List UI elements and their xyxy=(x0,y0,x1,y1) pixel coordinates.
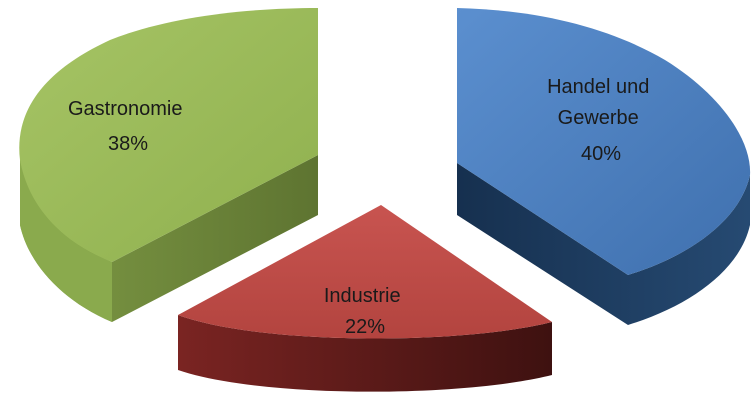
pie-slice-industrie: Industrie 22% xyxy=(178,205,552,392)
slice-value-label: 22% xyxy=(345,316,385,338)
slice-side-blue xyxy=(457,163,750,325)
slice-side-green-front xyxy=(20,160,112,322)
pie-slice-handel-und-gewerbe: Handel und Gewerbe 40% xyxy=(457,8,751,325)
slice-side-red xyxy=(178,315,552,392)
slice-label-line: Gastronomie xyxy=(68,98,183,120)
svg-text:Industrie 22%: Industrie 22% xyxy=(324,285,406,338)
slice-value-label: 38% xyxy=(108,133,148,155)
svg-text:Handel und Gewerbe: Handel und Gewerbe 40% xyxy=(547,76,655,165)
slice-top-green xyxy=(19,8,318,262)
slice-label-line: Handel und xyxy=(547,76,649,98)
svg-text:Gastronomie 38%: Gastronomie 38% xyxy=(68,98,188,155)
slice-value-label: 40% xyxy=(581,143,621,165)
slice-label-line: Industrie xyxy=(324,285,401,307)
slice-top-red xyxy=(178,205,552,339)
slice-top-blue xyxy=(457,8,751,275)
slice-label-line: Gewerbe xyxy=(558,107,639,129)
pie-slice-gastronomie: Gastronomie 38% xyxy=(19,8,318,322)
